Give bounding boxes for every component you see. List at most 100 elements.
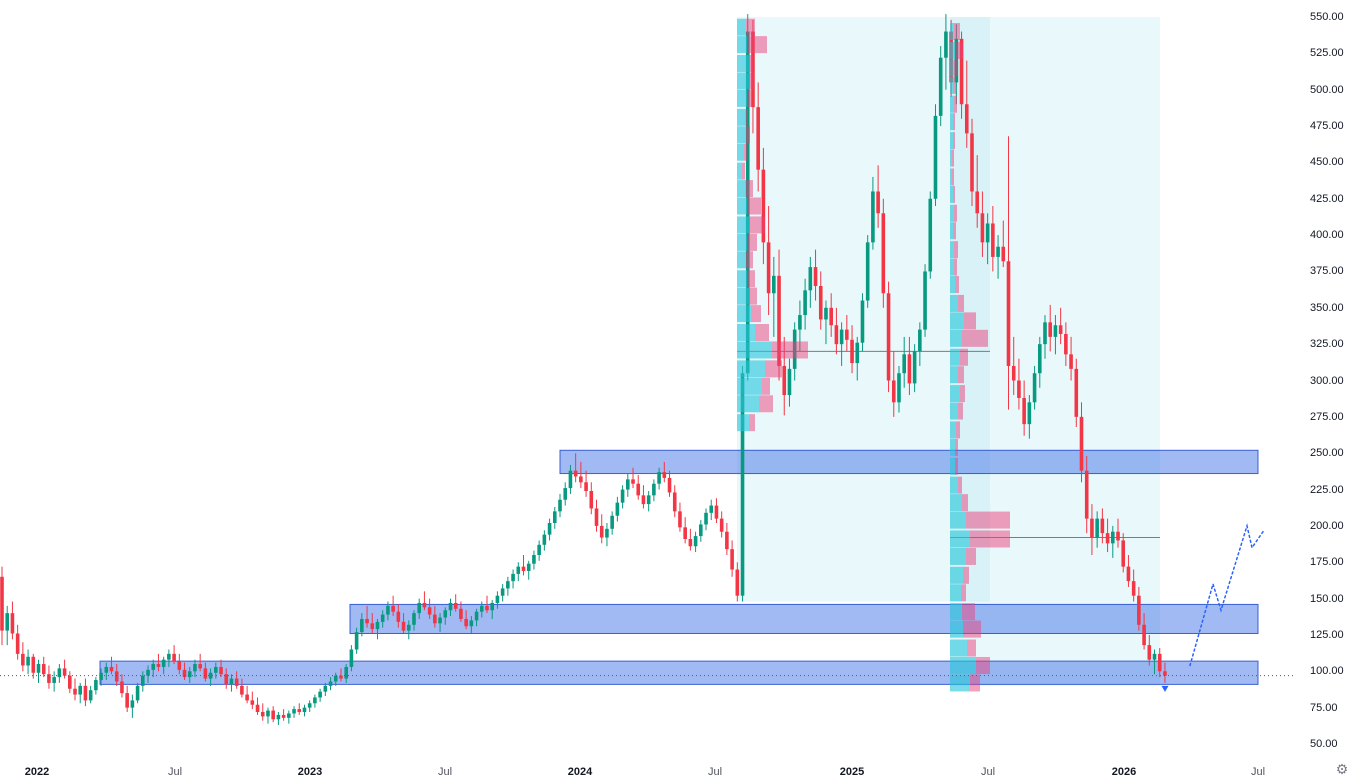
- volume-profile-row: [950, 23, 960, 41]
- candle: [172, 645, 176, 665]
- volume-profile-row: [950, 674, 980, 692]
- candle: [631, 467, 635, 489]
- candle: [187, 666, 192, 683]
- price-label: 375.00: [1310, 265, 1344, 278]
- candle: [620, 485, 625, 509]
- candle: [318, 688, 322, 702]
- resistance-zone-250[interactable]: [559, 449, 1259, 475]
- candle: [104, 662, 109, 681]
- candle: [495, 591, 500, 609]
- volume-profile-row: [950, 402, 963, 420]
- volume-profile-row: [737, 126, 750, 144]
- projection-line[interactable]: [1189, 523, 1264, 667]
- candle: [417, 598, 421, 619]
- candle: [1017, 358, 1021, 410]
- volume-profile-row: [950, 547, 976, 565]
- candle: [297, 703, 302, 715]
- volume-profile-row: [737, 216, 765, 234]
- time-label: Jul: [167, 766, 183, 778]
- candle: [657, 467, 661, 490]
- candle: [526, 560, 531, 580]
- price-label: 75.00: [1310, 701, 1338, 714]
- candle: [860, 293, 865, 352]
- candle: [506, 576, 510, 596]
- last-bar-marker: [1161, 685, 1169, 692]
- candle: [1058, 307, 1063, 345]
- candle: [88, 685, 93, 704]
- candle: [563, 482, 568, 506]
- candle: [918, 322, 922, 366]
- candle: [198, 653, 202, 672]
- candle: [10, 601, 15, 640]
- candle: [339, 668, 343, 682]
- time-label: Jul: [1250, 766, 1266, 778]
- price-label: 200.00: [1310, 519, 1344, 532]
- volume-profile-row: [737, 162, 745, 180]
- volume-profile-row: [950, 511, 1010, 529]
- candle: [370, 613, 375, 634]
- axis-settings: ⚙: [1330, 758, 1354, 780]
- candle: [855, 336, 860, 381]
- price-label: 350.00: [1310, 301, 1344, 314]
- candle: [547, 518, 552, 541]
- candle: [485, 595, 489, 614]
- candle: [214, 662, 218, 679]
- candle: [193, 659, 197, 678]
- candle: [652, 479, 656, 502]
- price-axis[interactable]: 550.00 525.00 500.00 475.00 450.00 425.00 400.…: [1296, 0, 1358, 760]
- candle: [266, 707, 270, 724]
- candle: [146, 665, 150, 683]
- candle: [777, 249, 781, 381]
- candle: [881, 198, 886, 308]
- candle: [756, 82, 760, 192]
- candle: [245, 685, 249, 704]
- candle: [135, 682, 140, 704]
- candle: [1152, 649, 1157, 675]
- candle: [845, 315, 849, 352]
- candle: [125, 685, 129, 713]
- volume-profile-row: [737, 270, 755, 288]
- candle: [151, 659, 156, 678]
- candle: [73, 678, 77, 701]
- candle: [365, 605, 369, 628]
- candle: [161, 656, 166, 675]
- volume-profile-row: [950, 95, 957, 113]
- volume-profile-row: [950, 348, 968, 366]
- candle: [824, 300, 828, 345]
- volume-profile-row: [737, 108, 748, 126]
- support-zone-135[interactable]: [349, 603, 1259, 634]
- candle: [615, 496, 620, 522]
- candle: [156, 653, 161, 672]
- price-label: 100.00: [1310, 665, 1344, 678]
- price-label: 275.00: [1310, 410, 1344, 423]
- candle: [47, 665, 51, 689]
- candle: [453, 594, 458, 612]
- candle: [287, 710, 291, 724]
- price-label: 50.00: [1310, 738, 1338, 750]
- volume-profile-row: [737, 89, 751, 107]
- candle: [772, 256, 776, 337]
- candle: [970, 118, 974, 207]
- volume-profile-row: [737, 324, 769, 342]
- time-label: Jul: [707, 766, 723, 778]
- support-zone-100[interactable]: [99, 660, 1259, 685]
- candle: [67, 671, 72, 694]
- candle: [641, 485, 646, 509]
- candle: [57, 664, 62, 683]
- volume-profile-row: [737, 251, 753, 269]
- candle: [260, 703, 265, 721]
- time-label: 2026: [1111, 766, 1137, 778]
- gear-icon[interactable]: ⚙: [1335, 761, 1349, 777]
- candle: [672, 485, 677, 518]
- candle: [1095, 511, 1099, 548]
- chart-canvas[interactable]: [0, 0, 1296, 760]
- candle: [912, 344, 917, 393]
- volume-profile-row: [950, 59, 958, 77]
- candle: [1131, 569, 1136, 602]
- price-label: 250.00: [1310, 447, 1344, 460]
- candle: [1048, 304, 1053, 352]
- price-label: 300.00: [1310, 374, 1344, 387]
- candle: [94, 677, 98, 695]
- time-axis[interactable]: 2022 Jul 2023 Jul 2024 Jul 2025 Jul 2026 Jul: [0, 762, 1296, 783]
